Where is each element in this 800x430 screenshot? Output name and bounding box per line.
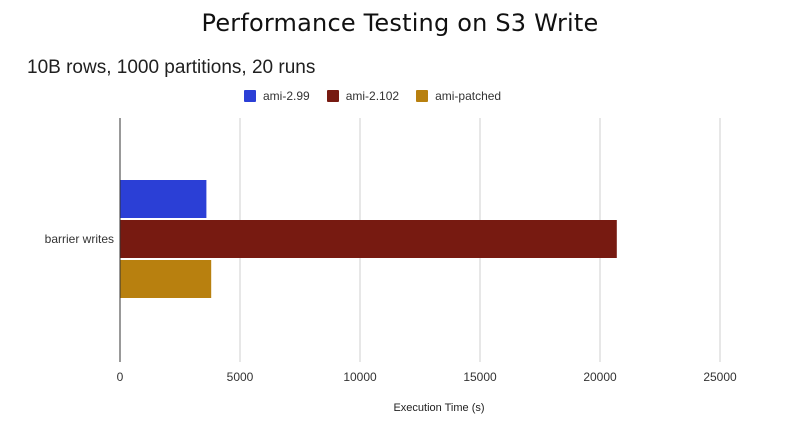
legend-swatch	[326, 90, 339, 102]
x-axis-title: Execution Time (s)	[393, 402, 484, 414]
bar-ami-patched	[120, 260, 212, 298]
x-tick-label: 10000	[343, 370, 377, 384]
x-tick-label: 25000	[703, 370, 737, 384]
x-tick-label: 20000	[583, 370, 617, 384]
category-label: barrier writes	[45, 232, 114, 246]
x-tick-label: 5000	[227, 370, 254, 384]
legend-item: ami-2.102	[326, 89, 400, 103]
legend-label: ami-2.102	[345, 89, 400, 103]
bar-ami-2-99	[120, 180, 207, 218]
x-tick-label: 0	[117, 370, 124, 384]
chart-title: 10B rows, 1000 partitions, 20 runs	[27, 57, 316, 78]
bar-ami-2-102	[120, 220, 617, 258]
legend-label: ami-2.99	[263, 89, 310, 103]
legend-label: ami-patched	[435, 89, 502, 103]
legend-item: ami-2.99	[244, 89, 310, 103]
slide-title: Performance Testing on S3 Write	[201, 9, 599, 37]
chart-legend: ami-2.99 ami-2.102 ami-patched	[244, 89, 501, 103]
legend-swatch	[244, 90, 256, 102]
x-tick-label: 15000	[463, 370, 497, 384]
legend-item: ami-patched	[416, 89, 501, 103]
legend-swatch	[416, 90, 429, 102]
